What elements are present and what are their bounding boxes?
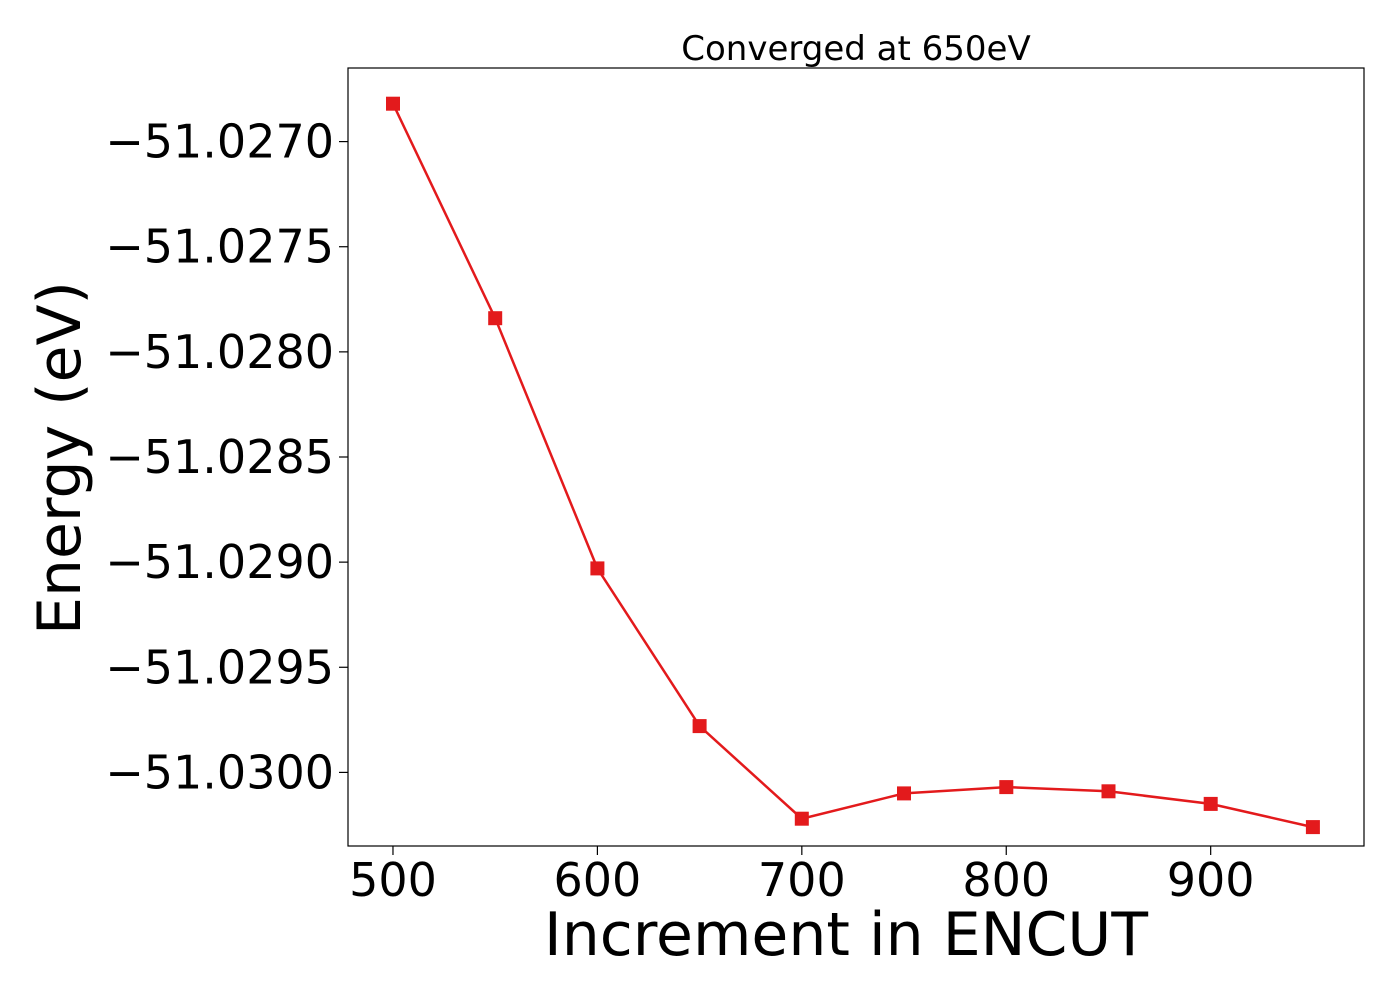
x-axis-label: Increment in ENCUT [544,900,1148,970]
x-tick-label: 500 [349,853,437,907]
y-tick-label: −51.0275 [105,220,334,274]
data-point-marker [897,786,911,801]
y-axis-ticks: −51.0270 −51.0275 −51.0280 −51.0285 −51.0290… [105,115,348,799]
y-axis-label: Energy (eV) [25,281,95,635]
y-tick-label: −51.0290 [105,535,334,589]
series-line [391,103,1314,829]
data-point-marker [692,719,707,734]
y-tick-label: −51.0285 [105,430,334,484]
x-tick-label: 800 [962,853,1050,907]
x-axis-ticks: 500 600 700 800 900 [349,846,1255,907]
data-point-marker [1101,784,1116,799]
data-point-marker [794,811,809,826]
x-tick-label: 600 [553,853,641,907]
data-point-marker [590,561,605,576]
y-tick-label: −51.0295 [105,640,334,694]
x-tick-label: 700 [758,853,846,907]
series-layer [386,96,1320,835]
y-tick-label: −51.0300 [105,745,334,799]
data-point-marker [999,780,1014,795]
data-point-marker [1203,796,1218,811]
data-point-marker [386,96,400,111]
chart-title: Converged at 650eV [681,29,1030,69]
data-point-marker [1305,820,1320,835]
x-tick-label: 900 [1167,853,1255,907]
data-point-marker [488,311,503,326]
y-tick-label: −51.0280 [105,325,334,379]
y-tick-label: −51.0270 [105,115,334,169]
